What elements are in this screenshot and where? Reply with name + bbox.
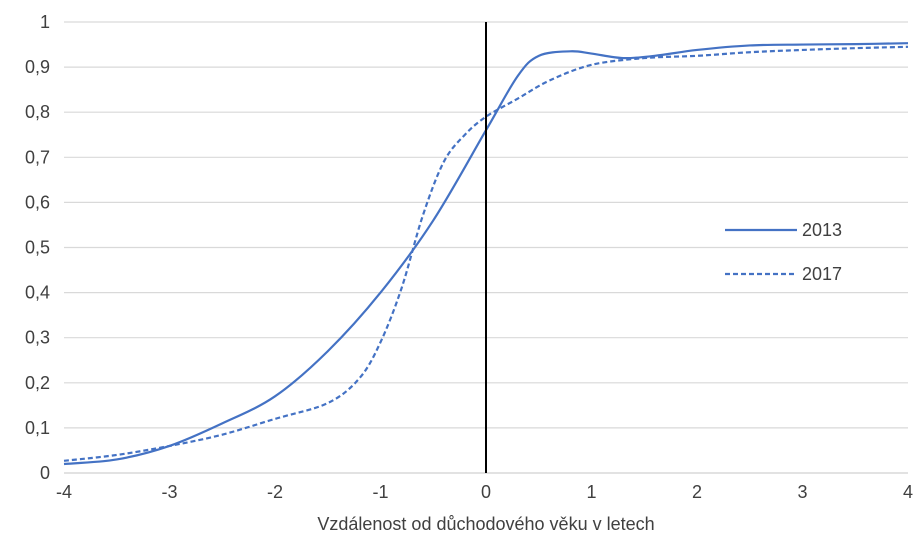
y-tick-label: 0,1 — [25, 418, 50, 438]
x-tick-label: 2 — [692, 482, 702, 502]
y-tick-label: 0,3 — [25, 328, 50, 348]
y-tick-labels: 0 0,1 0,2 0,3 0,4 0,5 0,6 0,7 0,8 0,9 1 — [25, 12, 50, 483]
y-tick-label: 0,7 — [25, 147, 50, 167]
y-tick-label: 1 — [40, 12, 50, 32]
x-tick-label: 4 — [903, 482, 913, 502]
x-tick-label: -4 — [56, 482, 72, 502]
x-tick-label: -3 — [161, 482, 177, 502]
series-line-2013 — [63, 42, 909, 466]
axes-layer — [64, 22, 908, 474]
x-tick-label: 0 — [481, 482, 491, 502]
y-tick-label: 0,2 — [25, 373, 50, 393]
legend: 2013 2017 — [725, 220, 842, 284]
x-tick-label: -1 — [372, 482, 388, 502]
y-tick-label: 0 — [40, 463, 50, 483]
y-tick-label: 0,8 — [25, 102, 50, 122]
x-axis-title: Vzdálenost od důchodového věku v letech — [317, 514, 654, 534]
y-tick-label: 0,9 — [25, 57, 50, 77]
series-layer — [63, 42, 909, 466]
x-tick-labels: -4 -3 -2 -1 0 1 2 3 4 — [56, 482, 913, 502]
x-tick-label: 3 — [797, 482, 807, 502]
x-tick-label: -2 — [267, 482, 283, 502]
x-tick-label: 1 — [586, 482, 596, 502]
series-line-2017 — [63, 45, 909, 462]
legend-label-2013: 2013 — [802, 220, 842, 240]
y-tick-label: 0,6 — [25, 192, 50, 212]
y-tick-label: 0,4 — [25, 283, 50, 303]
y-tick-label: 0,5 — [25, 238, 50, 258]
legend-label-2017: 2017 — [802, 264, 842, 284]
